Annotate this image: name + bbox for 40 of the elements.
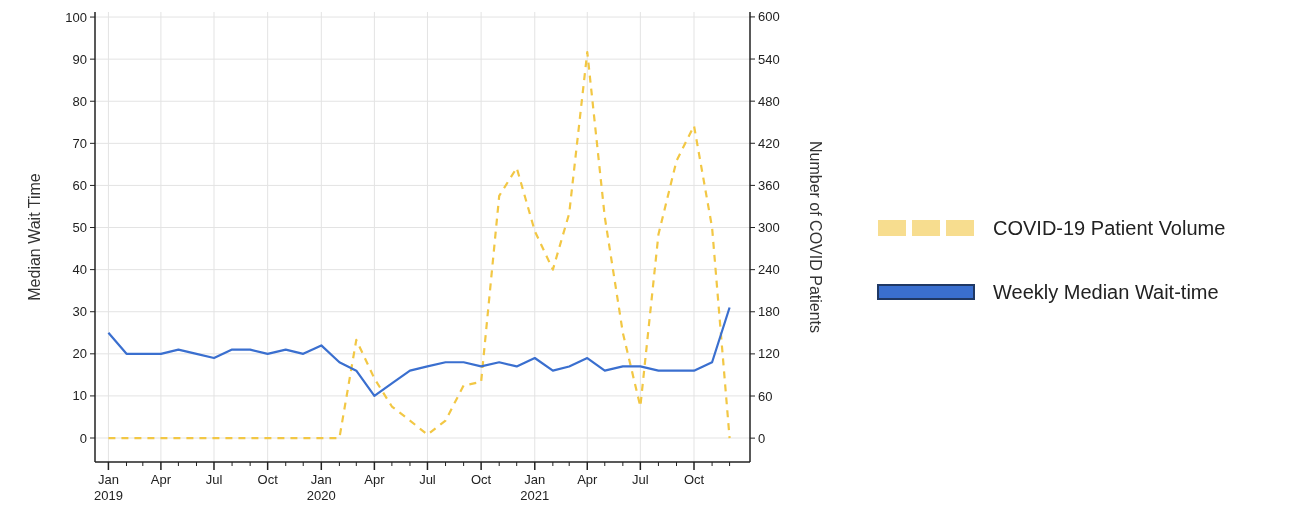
x-tick-label: Apr bbox=[577, 472, 599, 487]
x-tick-label: Jul bbox=[632, 472, 649, 487]
y2-tick-label: 420 bbox=[758, 135, 780, 151]
x-tick-label: Apr bbox=[150, 472, 172, 487]
y-tick-label: 40 bbox=[72, 262, 87, 278]
y2-axis-title: Number of COVID Patients bbox=[807, 140, 824, 334]
x-tick-label: Jan 2021 bbox=[520, 472, 550, 503]
x-tick-label: Apr bbox=[364, 472, 386, 487]
y2-tick-label: 600 bbox=[758, 9, 780, 25]
y2-tick-label: 180 bbox=[758, 304, 780, 320]
y2-tick-label: 360 bbox=[758, 177, 780, 193]
legend-label: COVID-19 Patient Volume bbox=[993, 217, 1226, 239]
y-tick-label: 50 bbox=[72, 220, 87, 236]
x-tick-label: Oct bbox=[683, 472, 705, 487]
x-tick-label: Oct bbox=[471, 472, 492, 487]
x-tick-label: Jan 2020 bbox=[306, 472, 336, 503]
x-tick-label: Oct bbox=[257, 472, 279, 487]
y2-tick-label: 300 bbox=[758, 220, 780, 236]
y-tick-label: 30 bbox=[72, 304, 87, 320]
y2-tick-label: 120 bbox=[758, 346, 780, 362]
legend-label: Weekly Median Wait-time bbox=[993, 281, 1219, 303]
y2-tick-label: 540 bbox=[758, 51, 780, 67]
y-tick-label: 100 bbox=[65, 9, 87, 25]
x-tick-label: Jul bbox=[205, 472, 223, 487]
y-tick-label: 80 bbox=[72, 93, 87, 109]
y-tick-label: 0 bbox=[79, 430, 87, 446]
y-tick-label: 20 bbox=[72, 346, 87, 362]
x-tick-label: Jul bbox=[419, 472, 436, 487]
line-series bbox=[107, 306, 731, 398]
x-tick-label: Jan 2019 bbox=[93, 472, 123, 503]
y2-tick-label: 60 bbox=[758, 388, 773, 404]
line-series bbox=[107, 50, 731, 440]
y-tick-label: 10 bbox=[72, 388, 87, 404]
y-axis-title: Median Wait Time bbox=[26, 173, 43, 301]
y-tick-label: 70 bbox=[72, 135, 87, 151]
y2-tick-label: 480 bbox=[758, 93, 780, 109]
y2-tick-label: 240 bbox=[758, 262, 780, 278]
y-tick-label: 60 bbox=[72, 177, 87, 193]
y2-tick-label: 0 bbox=[758, 430, 766, 446]
y-tick-label: 90 bbox=[72, 51, 87, 67]
